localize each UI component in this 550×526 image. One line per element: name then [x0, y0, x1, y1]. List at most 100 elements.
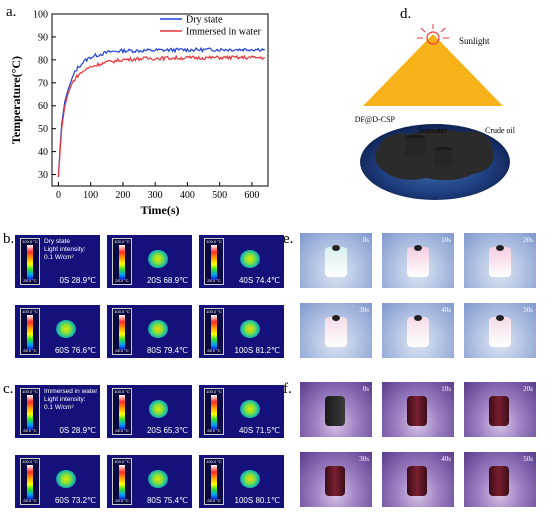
scale-max-label: 100.0 °C: [206, 389, 222, 394]
sponge-sample: [407, 396, 427, 426]
time-temperature-label: 60S 76.6℃: [54, 346, 96, 355]
temperature-scale-bar: 100.0 °C 28.0 °C: [20, 388, 40, 435]
time-temperature-label: 40S 71.5℃: [238, 426, 280, 435]
thermal-images-dry: 100.0 °C 28.0 °C Dry state Light intensity:…: [15, 235, 285, 375]
sample-photo: 40s: [382, 303, 454, 358]
sample-photo: 10s: [382, 382, 454, 437]
photo-time-label: 20s: [523, 385, 533, 393]
scale-max-label: 100.0 °C: [206, 309, 222, 314]
scale-min-label: 28.0 °C: [23, 498, 37, 503]
series-line-immersed-in-water: [57, 54, 266, 178]
photo-time-label: 50s: [523, 306, 533, 314]
legend-entry: Immersed in water: [186, 27, 262, 38]
scale-max-label: 100.0 °C: [22, 459, 38, 464]
y-tick-label: 40: [38, 147, 48, 158]
sample-photo: 20s: [464, 382, 536, 437]
y-tick-label: 60: [38, 101, 48, 112]
thermal-image: 100.0 °C 28.0 °C 40S 71.5℃: [199, 385, 284, 438]
x-tick-label: 200: [115, 190, 130, 201]
photo-time-label: 0s: [362, 236, 369, 244]
sponge-sample: [489, 396, 509, 426]
time-temperature-label: 60S 73.2℃: [54, 496, 96, 505]
seawater-label: Seawater: [418, 126, 448, 135]
series-line-dry-state: [57, 46, 266, 178]
legend-entry: Dry state: [186, 15, 223, 26]
temperature-scale-bar: 100.0 °C 28.0 °C: [204, 308, 224, 355]
scale-min-label: 28.0 °C: [23, 428, 37, 433]
panel-label-e: e.: [283, 231, 294, 247]
temperature-scale-bar: 100.0 °C 28.0 °C: [204, 238, 224, 285]
scale-min-label: 28.0 °C: [115, 428, 129, 433]
scale-max-label: 100.0 °C: [206, 239, 222, 244]
hot-spot: [55, 319, 77, 339]
y-tick-label: 80: [38, 55, 48, 66]
photo-time-label: 40s: [441, 455, 451, 463]
sponge-sample: [489, 315, 511, 347]
photo-time-label: 30s: [359, 455, 369, 463]
sponge-sample: [407, 245, 429, 277]
y-tick-label: 30: [38, 170, 48, 181]
sun-icon: [417, 24, 449, 45]
sunlight-label: Sunlight: [459, 36, 490, 46]
sponge-sample: [489, 466, 509, 496]
hot-spot: [56, 470, 76, 488]
sponge-sample: [325, 245, 347, 277]
sample-photo: 40s: [382, 452, 454, 507]
thermal-image: 100.0 °C 28.0 °C 80S 79.4℃: [107, 305, 192, 358]
scale-min-label: 28.0 °C: [207, 278, 221, 283]
scale-max-label: 100.0 °C: [206, 459, 222, 464]
crude-oil-label: Crude oil: [485, 126, 516, 135]
sponge-sample: [325, 396, 345, 426]
sponge-sample: [489, 245, 511, 277]
temperature-scale-bar: 100.0 °C 28.0 °C: [112, 458, 132, 505]
time-temperature-label: 80S 79.4℃: [146, 346, 188, 355]
sample-photo: 50s: [464, 452, 536, 507]
photo-time-label: 0s: [362, 385, 369, 393]
x-tick-label: 100: [83, 190, 98, 201]
temperature-scale-bar: 100.0 °C 28.0 °C: [204, 458, 224, 505]
panel-label-b: b.: [3, 231, 15, 247]
hot-spot: [240, 250, 260, 268]
scale-max-label: 100.0 °C: [114, 239, 130, 244]
time-temperature-label: 20S 68.9℃: [146, 276, 188, 285]
scale-max-label: 100.0 °C: [22, 389, 38, 394]
time-temperature-label: 100S 81.2℃: [234, 346, 280, 355]
hot-spot: [147, 469, 169, 489]
sponge-sample: [325, 315, 347, 347]
panel-label-f: f.: [283, 381, 292, 397]
time-temperature-label: 0S 28.9℃: [59, 276, 96, 285]
time-temperature-label: 40S 74.4℃: [238, 276, 280, 285]
y-axis-label: Temperature(°C): [9, 56, 23, 144]
scale-min-label: 28.0 °C: [207, 498, 221, 503]
temperature-scale-bar: 100.0 °C 28.0 °C: [20, 238, 40, 285]
scale-max-label: 100.0 °C: [114, 309, 130, 314]
x-tick-label: 0: [56, 190, 61, 201]
scale-min-label: 28.0 °C: [115, 498, 129, 503]
thermal-image: 100.0 °C 28.0 °C Dry state Light intensity:…: [15, 235, 100, 288]
y-tick-label: 90: [38, 32, 48, 43]
scale-min-label: 28.0 °C: [115, 278, 129, 283]
x-tick-label: 600: [244, 190, 259, 201]
scale-max-label: 100.0 °C: [22, 309, 38, 314]
hot-spot: [148, 250, 168, 268]
photo-time-label: 50s: [523, 455, 533, 463]
temperature-scale-bar: 100.0 °C 28.0 °C: [112, 388, 132, 435]
plot-frame: [51, 13, 269, 187]
thermal-image: 100.0 °C 28.0 °C 80S 75.4℃: [107, 455, 192, 508]
sponge-sample: [407, 315, 429, 347]
solar-heating-diagram: Sunlight Fe₃O₄/EG/PVDF@D-CSP Seawater Cr…: [355, 24, 516, 200]
x-axis-label: Time(s): [140, 203, 179, 217]
condition-note: Dry state Light intensity: 0.1 W/cm²: [44, 238, 86, 261]
panel-label-d: d.: [400, 6, 412, 22]
time-temperature-label: 100S 80.1℃: [234, 496, 280, 505]
material-block-right: [434, 147, 452, 167]
sponge-sample: [407, 466, 427, 496]
sample-photo: 0s: [300, 233, 372, 288]
thermal-image: 100.0 °C 28.0 °C 20S 65.3℃: [107, 385, 192, 438]
thermal-image: 100.0 °C 28.0 °C 60S 73.2℃: [15, 455, 100, 508]
y-tick-label: 70: [38, 78, 48, 89]
thermal-image: 100.0 °C 28.0 °C 100S 81.2℃: [199, 305, 284, 358]
temperature-line-chart: 0 100 200 300 400 500 600 30 40 50 60 70 80 90 100 Time…: [9, 10, 269, 217]
scale-min-label: 28.0 °C: [23, 348, 37, 353]
scale-min-label: 28.0 °C: [115, 348, 129, 353]
